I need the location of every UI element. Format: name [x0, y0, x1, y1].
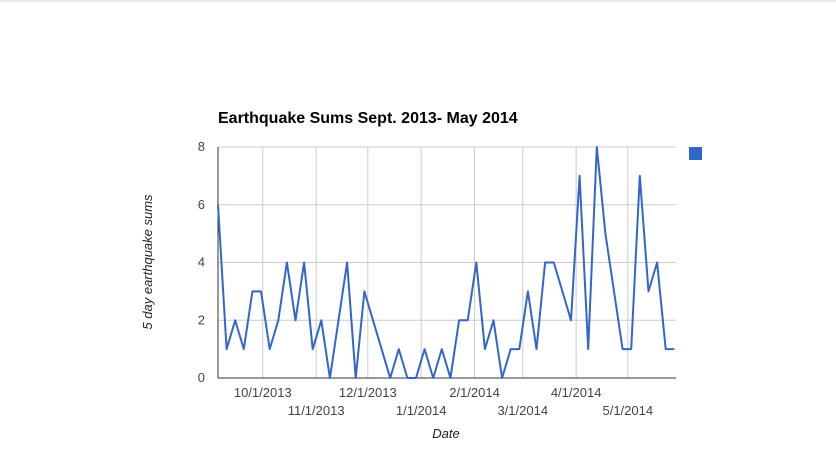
data-point [260, 290, 262, 292]
data-point [656, 262, 658, 264]
data-point [553, 262, 555, 264]
y-tick-label: 6 [198, 197, 205, 212]
data-point [286, 262, 288, 264]
gridlines [218, 146, 676, 378]
chart-title: Earthquake Sums Sept. 2013- May 2014 [218, 110, 518, 127]
data-point [604, 233, 606, 235]
data-point [346, 262, 348, 264]
data-point [217, 204, 219, 206]
data-point [424, 348, 426, 350]
data-point [673, 348, 675, 350]
data-point [536, 348, 538, 350]
data-point [613, 290, 615, 292]
data-point [561, 290, 563, 292]
y-tick-label: 8 [198, 139, 205, 154]
data-point [639, 175, 641, 177]
data-point [622, 348, 624, 350]
data-point [458, 319, 460, 321]
x-tick-label: 3/1/2014 [497, 403, 548, 418]
x-tick-label: 2/1/2014 [449, 385, 500, 400]
data-point [432, 377, 434, 379]
data-point [630, 348, 632, 350]
data-point [587, 348, 589, 350]
data-point [320, 319, 322, 321]
data-point [294, 319, 296, 321]
tick-labels: 0 2 4 6 8 10/1/2013 11/1/2013 12/1/2013 1/1/2014… [198, 139, 653, 418]
series-line [217, 146, 675, 379]
x-tick-label: 5/1/2014 [602, 403, 653, 418]
data-point [389, 377, 391, 379]
data-point [226, 348, 228, 350]
y-tick-label: 0 [198, 370, 205, 385]
x-axis-title: Date [432, 426, 459, 441]
data-point [467, 319, 469, 321]
data-point [381, 348, 383, 350]
data-point [647, 290, 649, 292]
y-tick-label: 2 [198, 312, 205, 327]
x-tick-label: 12/1/2013 [339, 385, 397, 400]
y-tick-label: 4 [198, 255, 205, 270]
x-tick-label: 1/1/2014 [396, 403, 447, 418]
x-tick-label: 4/1/2014 [551, 385, 602, 400]
data-point [329, 377, 331, 379]
data-point [269, 348, 271, 350]
data-point [492, 319, 494, 321]
data-point [441, 348, 443, 350]
data-point [355, 377, 357, 379]
data-point [449, 377, 451, 379]
y-axis-title: 5 day earthquake sums [140, 194, 155, 330]
top-shadow [0, 0, 836, 4]
data-point [372, 319, 374, 321]
data-point [338, 319, 340, 321]
data-point [510, 348, 512, 350]
series-layer [217, 146, 675, 379]
data-point [501, 377, 503, 379]
data-point [570, 319, 572, 321]
data-point [406, 377, 408, 379]
data-point [484, 348, 486, 350]
data-point [544, 262, 546, 264]
data-point [579, 175, 581, 177]
data-point [251, 290, 253, 292]
data-point [527, 290, 529, 292]
data-point [596, 146, 598, 148]
data-point [312, 348, 314, 350]
data-point [518, 348, 520, 350]
data-point [363, 290, 365, 292]
data-point [234, 319, 236, 321]
data-point [398, 348, 400, 350]
data-point [665, 348, 667, 350]
data-point [475, 262, 477, 264]
data-point [243, 348, 245, 350]
data-point [303, 262, 305, 264]
data-point [415, 377, 417, 379]
legend-swatch [689, 147, 702, 160]
data-point [277, 319, 279, 321]
x-tick-label: 11/1/2013 [288, 403, 345, 418]
x-tick-label: 10/1/2013 [234, 385, 292, 400]
axes [217, 147, 676, 379]
